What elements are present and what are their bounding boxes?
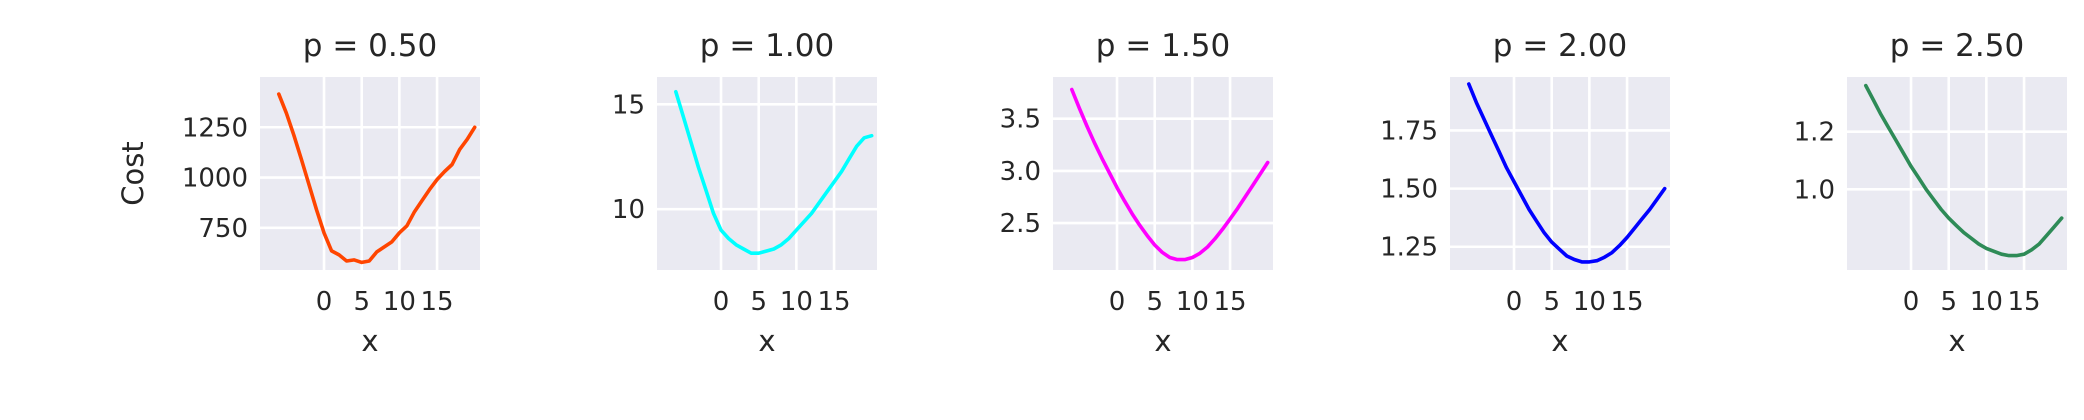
x-tick-label: 10 [780, 287, 813, 317]
series-line [1864, 83, 2064, 258]
y-tick-label: 3.0 [1000, 157, 1041, 187]
x-tick-label: 10 [1176, 287, 1209, 317]
y-tick-label: 1.75 [1380, 116, 1438, 146]
x-axis-label: x [1551, 324, 1568, 358]
y-tick-label: 750 [198, 214, 248, 244]
y-tick-label: 1000 [182, 164, 248, 194]
x-tick-label: 15 [1214, 287, 1247, 317]
y-axis-label: Cost [116, 141, 150, 205]
x-tick-label: 5 [1543, 287, 1560, 317]
subplot-5: 0 5 10 15 1.0 1.2 p = 2.50 x [1794, 28, 2067, 358]
series-line [276, 92, 477, 265]
x-tick-label: 15 [421, 287, 454, 317]
y-tick-label: 3.5 [1000, 105, 1041, 135]
y-tick-label: 15 [612, 90, 645, 120]
plot-area [657, 77, 877, 270]
x-tick-label: 10 [1970, 287, 2003, 317]
plot-area [1847, 77, 2067, 270]
x-tick-label: 0 [1109, 287, 1126, 317]
chart-title: p = 2.50 [1890, 28, 2024, 64]
y-tick-label: 1250 [182, 113, 248, 143]
x-tick-label: 10 [383, 287, 416, 317]
x-axis-label: x [1154, 324, 1171, 358]
series-line [1467, 82, 1667, 264]
x-tick-label: 0 [316, 287, 333, 317]
subplot-1: 0 5 10 15 750 1000 1250 p = 0.50 x Cost [116, 28, 480, 358]
x-tick-label: 15 [818, 287, 851, 317]
x-tick-label: 10 [1573, 287, 1606, 317]
x-tick-label: 5 [1940, 287, 1957, 317]
y-tick-label: 2.5 [1000, 209, 1041, 239]
x-tick-label: 0 [1903, 287, 1920, 317]
y-tick-label: 1.50 [1380, 175, 1438, 205]
x-tick-label: 0 [713, 287, 730, 317]
series-line [1070, 87, 1270, 262]
chart-title: p = 1.00 [700, 28, 834, 64]
subplot-3: 0 5 10 15 2.5 3.0 3.5 p = 1.50 x [1000, 28, 1273, 358]
x-axis-label: x [1948, 324, 1965, 358]
chart-title: p = 2.00 [1493, 28, 1627, 64]
x-tick-label: 15 [2008, 287, 2041, 317]
y-tick-label: 1.2 [1794, 118, 1835, 148]
y-tick-label: 10 [612, 195, 645, 225]
plot-area [1450, 77, 1670, 270]
plot-area [260, 77, 480, 270]
chart-title: p = 0.50 [303, 28, 437, 64]
y-tick-label: 1.25 [1380, 233, 1438, 263]
x-axis-label: x [361, 324, 378, 358]
x-tick-label: 5 [750, 287, 767, 317]
x-tick-label: 0 [1506, 287, 1523, 317]
subplot-4: 0 5 10 15 1.25 1.50 1.75 p = 2.00 x [1380, 28, 1670, 358]
plot-area [1053, 77, 1273, 270]
x-tick-label: 5 [1146, 287, 1163, 317]
x-tick-label: 5 [353, 287, 370, 317]
chart-title: p = 1.50 [1096, 28, 1230, 64]
x-tick-label: 15 [1611, 287, 1644, 317]
y-tick-label: 1.0 [1794, 175, 1835, 205]
x-axis-label: x [758, 324, 775, 358]
series-line [673, 89, 874, 255]
